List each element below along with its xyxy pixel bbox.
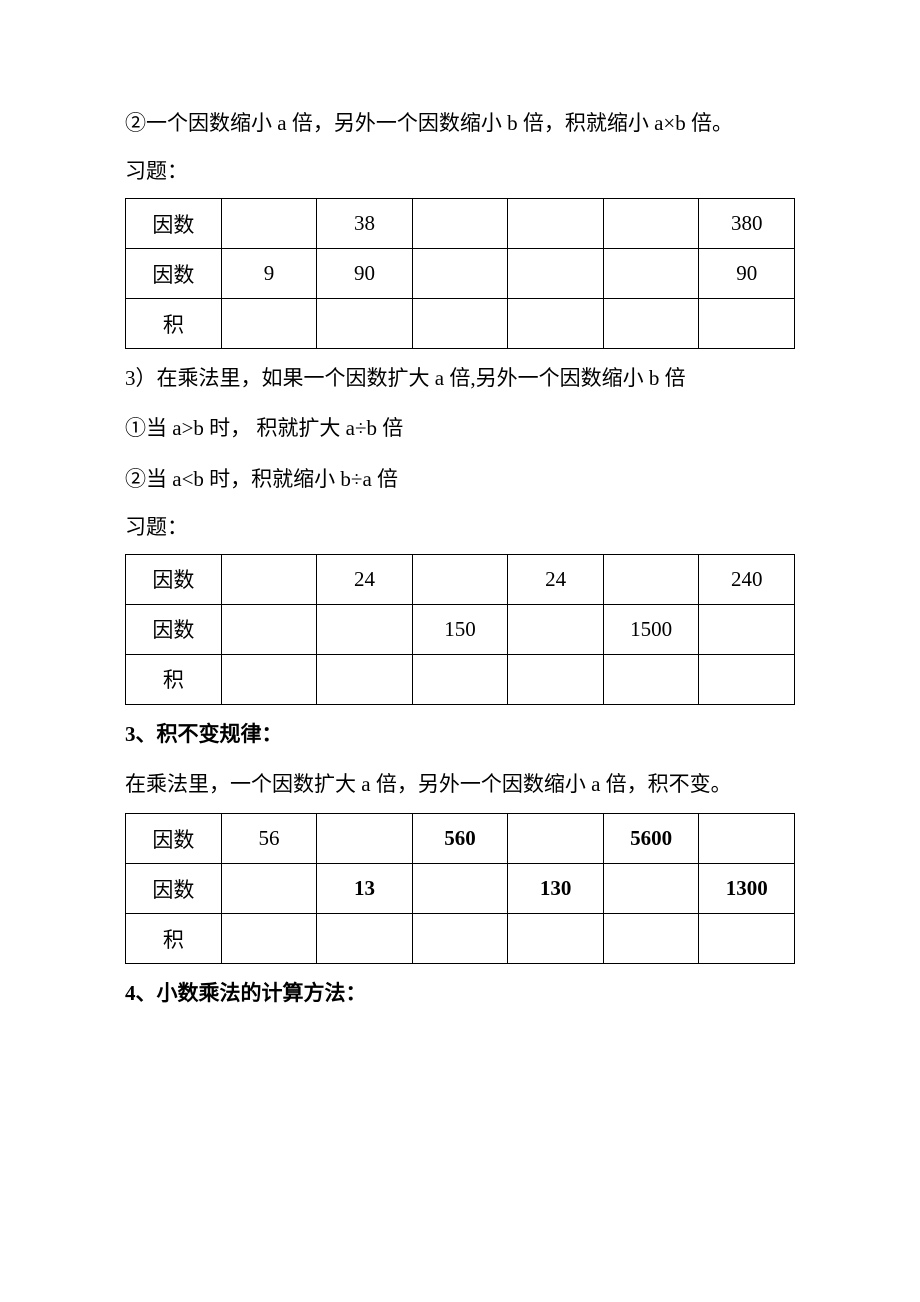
row-label: 因数: [126, 604, 222, 654]
table-cell: [699, 654, 795, 704]
table-cell: [603, 299, 699, 349]
row-label: 积: [126, 299, 222, 349]
exercise-label-1: 习题：: [125, 150, 795, 192]
table-cell: 24: [317, 554, 413, 604]
table-cell: [508, 814, 604, 864]
exercise-label-2: 习题：: [125, 506, 795, 548]
row-label: 因数: [126, 864, 222, 914]
row-label: 因数: [126, 814, 222, 864]
table-cell: 90: [317, 249, 413, 299]
table-cell: 240: [699, 554, 795, 604]
table-cell: 130: [508, 864, 604, 914]
table-cell: [317, 814, 413, 864]
table-cell: 560: [412, 814, 508, 864]
table-cell: [221, 299, 317, 349]
table-3: 因数56 560 5600 因数 13 130 1300 积: [125, 813, 795, 964]
table-cell: [603, 654, 699, 704]
table-cell: 38: [317, 199, 413, 249]
section-3-heading: 3、积不变规律：: [125, 711, 795, 757]
table-cell: [412, 914, 508, 964]
table-cell: [699, 604, 795, 654]
table-cell: [317, 299, 413, 349]
table-cell: [508, 299, 604, 349]
table-cell: [603, 554, 699, 604]
table-cell: [603, 914, 699, 964]
table-cell: 90: [699, 249, 795, 299]
section-4-heading: 4、小数乘法的计算方法：: [125, 970, 795, 1016]
paragraph-rule3-case1: ①当 a>b 时， 积就扩大 a÷b 倍: [125, 405, 795, 451]
table-cell: [221, 554, 317, 604]
table-cell: [221, 604, 317, 654]
table-cell: [603, 864, 699, 914]
table-cell: [508, 914, 604, 964]
table-cell: [221, 199, 317, 249]
table-cell: [508, 654, 604, 704]
table-cell: [412, 299, 508, 349]
paragraph-rule2: ②一个因数缩小 a 倍，另外一个因数缩小 b 倍，积就缩小 a×b 倍。: [125, 100, 795, 146]
table-cell: 9: [221, 249, 317, 299]
row-label: 因数: [126, 249, 222, 299]
row-label: 因数: [126, 554, 222, 604]
table-cell: [699, 299, 795, 349]
table-cell: [412, 654, 508, 704]
table-cell: [699, 814, 795, 864]
paragraph-invariant-rule: 在乘法里，一个因数扩大 a 倍，另外一个因数缩小 a 倍，积不变。: [125, 761, 795, 807]
table-1: 因数38380因数99090积: [125, 198, 795, 349]
table-cell: [317, 914, 413, 964]
table-cell: 5600: [603, 814, 699, 864]
table-cell: 380: [699, 199, 795, 249]
table-cell: [412, 199, 508, 249]
table-cell: 13: [317, 864, 413, 914]
table-2: 因数 24 24 240 因数 150 1500 积: [125, 554, 795, 705]
row-label: 积: [126, 914, 222, 964]
table-cell: 24: [508, 554, 604, 604]
table-cell: [221, 864, 317, 914]
row-label: 积: [126, 654, 222, 704]
table-cell: [603, 199, 699, 249]
table-cell: 150: [412, 604, 508, 654]
table-cell: [221, 914, 317, 964]
table-cell: 56: [221, 814, 317, 864]
table-cell: [508, 249, 604, 299]
table-cell: [412, 249, 508, 299]
table-cell: [508, 604, 604, 654]
row-label: 因数: [126, 199, 222, 249]
table-cell: 1500: [603, 604, 699, 654]
table-cell: 1300: [699, 864, 795, 914]
table-cell: [221, 654, 317, 704]
paragraph-rule3-intro: 3）在乘法里，如果一个因数扩大 a 倍,另外一个因数缩小 b 倍: [125, 355, 795, 401]
table-cell: [412, 554, 508, 604]
table-cell: [603, 249, 699, 299]
table-cell: [317, 604, 413, 654]
table-cell: [317, 654, 413, 704]
paragraph-rule3-case2: ②当 a<b 时，积就缩小 b÷a 倍: [125, 456, 795, 502]
table-cell: [699, 914, 795, 964]
table-cell: [412, 864, 508, 914]
table-cell: [508, 199, 604, 249]
